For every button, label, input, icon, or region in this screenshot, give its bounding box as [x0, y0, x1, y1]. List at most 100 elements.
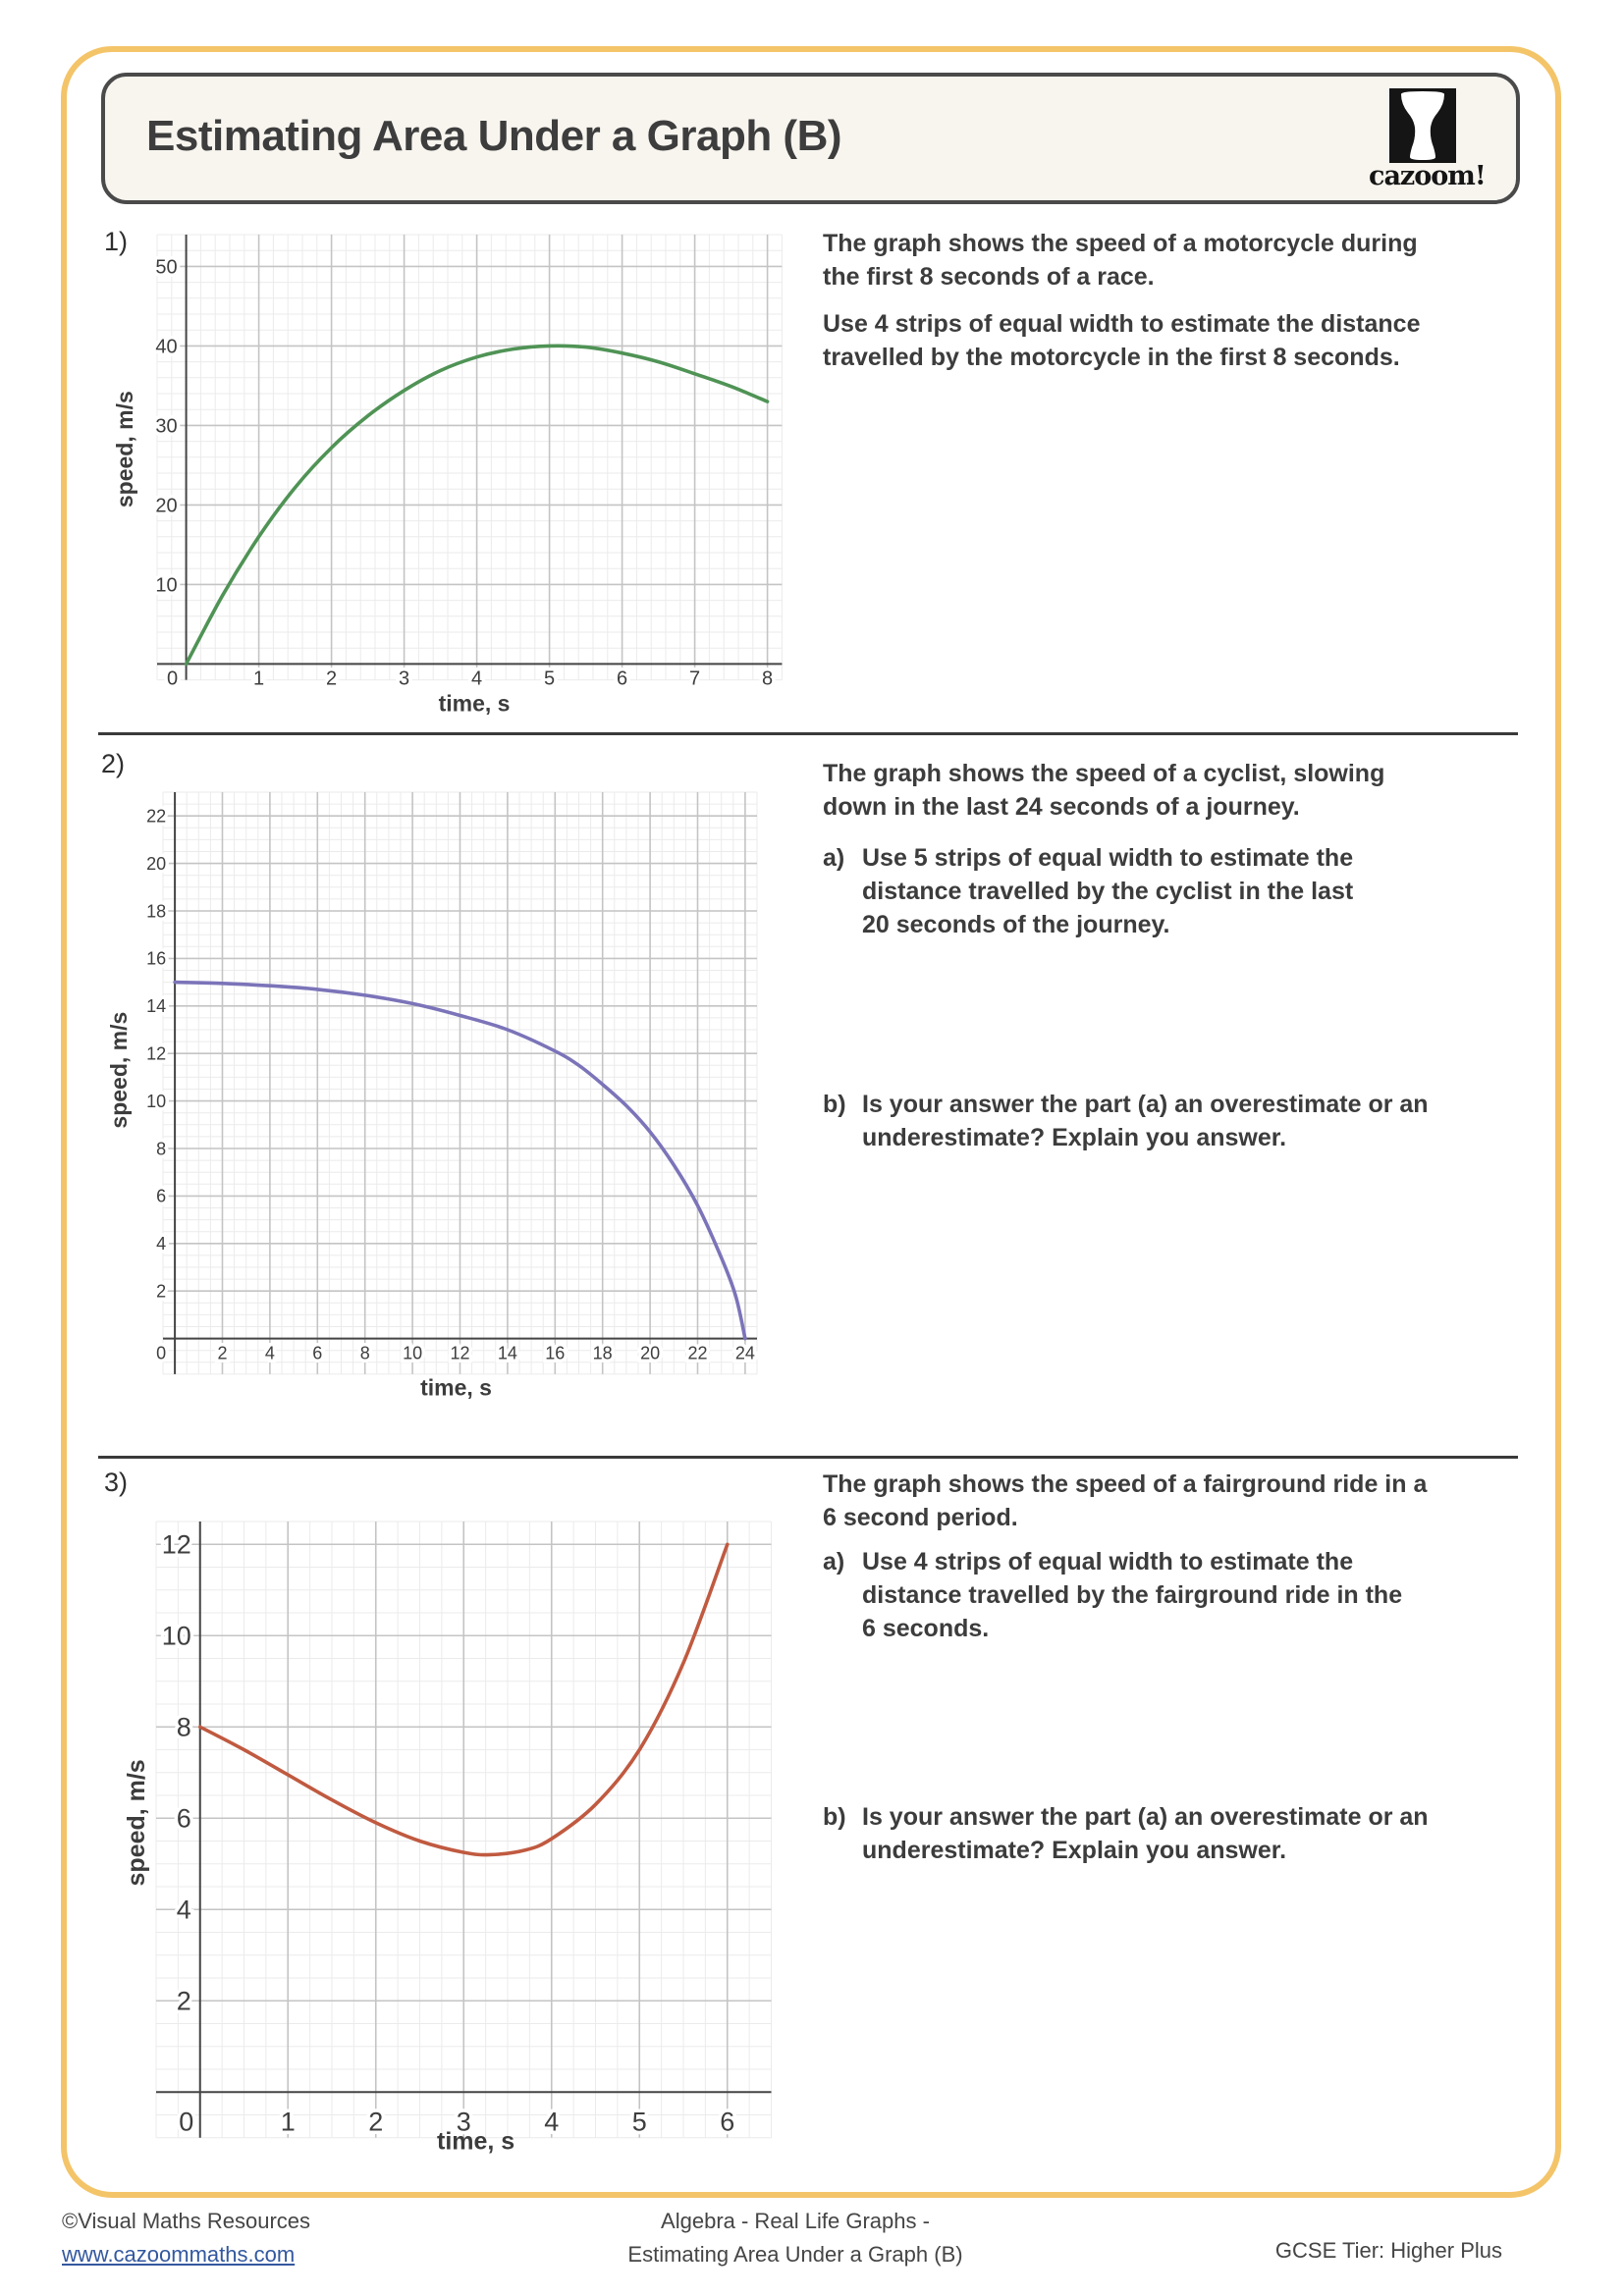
x-tick-label: 4	[471, 667, 482, 689]
grid	[162, 791, 758, 1375]
y-tick-label: 4	[177, 1896, 191, 1925]
question-2-intro: The graph shows the speed of a cyclist, …	[823, 760, 1385, 821]
x-tick-label: 1	[253, 667, 264, 689]
y-tick-label: 14	[146, 996, 166, 1016]
part-b-label: b)	[823, 1091, 846, 1118]
question-1-number: 1)	[104, 227, 129, 256]
x-tick-label: 16	[545, 1344, 565, 1363]
page-title: Estimating Area Under a Graph (B)	[146, 112, 842, 160]
x-tick-label: 8	[360, 1344, 370, 1363]
question-2-number: 2)	[101, 749, 126, 778]
website-link[interactable]: www.cazoommaths.com	[62, 2242, 296, 2267]
y-tick-label: 8	[156, 1139, 166, 1158]
x-tick-label: 6	[720, 2107, 734, 2136]
x-tick-label: 18	[593, 1344, 613, 1363]
y-tick-label: 6	[156, 1187, 166, 1206]
y-tick-label: 30	[155, 415, 177, 437]
y-tick-label: 2	[177, 1987, 191, 2016]
speed-curve	[173, 980, 747, 1341]
topic-line-2: Estimating Area Under a Graph (B)	[627, 2242, 963, 2267]
footer-copyright-block: ©Visual Maths Resources www.cazoommaths.…	[62, 2205, 310, 2271]
x-tick-label: 5	[632, 2107, 647, 2136]
y-axis-label: speed, m/s	[123, 1759, 150, 1886]
tier-label: GCSE Tier: Higher Plus	[1274, 2238, 1502, 2263]
y-tick-label: 8	[177, 1713, 191, 1742]
part-b-label: b)	[823, 1803, 846, 1831]
x-tick-label: 5	[544, 667, 555, 689]
x-tick-label: 14	[498, 1344, 517, 1363]
question-1-task-text: Use 4 strips of equal width to estimate …	[823, 310, 1421, 371]
copyright-text: ©Visual Maths Resources	[62, 2209, 311, 2233]
topic-line-1: Algebra - Real Life Graphs -	[661, 2209, 930, 2233]
part-a-label: a)	[823, 844, 845, 872]
part-a-text: Use 4 strips of equal width to estimate …	[862, 1548, 1403, 1642]
x-tick-label: 7	[689, 667, 700, 689]
x-tick-label: 10	[403, 1344, 422, 1363]
y-tick-label: 20	[146, 854, 166, 874]
x-tick-label: 3	[457, 2107, 471, 2136]
question-3-number: 3)	[104, 1468, 129, 1497]
x-tick-label: 4	[544, 2107, 559, 2136]
x-axis-label: time, s	[420, 1375, 492, 1401]
x-tick-label: 2	[217, 1344, 227, 1363]
x-tick-label: 1	[281, 2107, 296, 2136]
speed-time-chart-1: 0 1 2 3 4 5 6 7 8 10 20 30 40 50 time, s speed, m/s	[112, 234, 783, 716]
x-tick-label: 22	[687, 1344, 707, 1363]
x-tick-label: 2	[326, 667, 337, 689]
y-tick-label: 10	[146, 1092, 166, 1111]
grid	[155, 1521, 772, 2139]
part-b-text: Is your answer the part (a) an overestim…	[862, 1091, 1429, 1151]
y-tick-label: 10	[155, 574, 177, 596]
footer-topic-block: Algebra - Real Life Graphs - Estimating …	[496, 2205, 1095, 2271]
x-tick-label: 0	[179, 2107, 193, 2136]
y-tick-label: 10	[162, 1622, 191, 1651]
part-b-text: Is your answer the part (a) an overestim…	[862, 1803, 1429, 1864]
x-tick-label: 20	[640, 1344, 660, 1363]
page-border	[61, 46, 1561, 2198]
divider	[98, 1456, 1518, 1459]
drum-icon	[1389, 88, 1456, 163]
question-3-intro: The graph shows the speed of a fairgroun…	[823, 1470, 1428, 1531]
x-tick-label: 24	[735, 1344, 755, 1363]
x-axis-label: time, s	[437, 2127, 514, 2155]
y-tick-label: 20	[155, 495, 177, 516]
y-axis-label: speed, m/s	[112, 391, 137, 507]
x-tick-label: 12	[450, 1344, 469, 1363]
y-tick-label: 18	[146, 901, 166, 921]
cazoom-logo-text: cazoom!	[1369, 161, 1487, 191]
y-tick-label: 6	[177, 1804, 191, 1834]
y-tick-label: 22	[146, 807, 166, 827]
question-3-part-a: a) Use 4 strips of equal width to estima…	[823, 1545, 1525, 1645]
part-a-text: Use 5 strips of equal width to estimate …	[862, 844, 1354, 938]
y-tick-label: 16	[146, 949, 166, 969]
cazoom-logo: cazoom!	[1369, 88, 1487, 191]
y-tick-label: 12	[146, 1044, 166, 1064]
header: Estimating Area Under a Graph (B) cazoom…	[101, 73, 1520, 204]
x-axis-label: time, s	[439, 690, 511, 716]
question-2-part-b: b) Is your answer the part (a) an overes…	[823, 1088, 1525, 1154]
speed-curve	[184, 344, 770, 667]
divider	[98, 732, 1518, 735]
y-tick-label: 4	[156, 1234, 166, 1254]
speed-curve	[198, 1542, 730, 1857]
x-tick-label: 4	[265, 1344, 275, 1363]
x-tick-label: 8	[762, 667, 773, 689]
x-tick-label: 6	[312, 1344, 322, 1363]
x-tick-label: 2	[368, 2107, 383, 2136]
question-2-part-a: a) Use 5 strips of equal width to estima…	[823, 841, 1525, 941]
y-tick-label: 2	[156, 1282, 166, 1302]
y-tick-label: 12	[162, 1530, 191, 1560]
y-tick-label: 50	[155, 256, 177, 278]
x-tick-label: 0	[156, 1344, 166, 1363]
speed-time-chart-2: 0 2 4 6 8 10 12 14 16 18 20 22 24246810121416182022t…	[109, 791, 758, 1401]
x-tick-label: 0	[167, 667, 178, 689]
y-tick-label: 40	[155, 336, 177, 357]
part-a-label: a)	[823, 1548, 845, 1575]
question-1-task: Use 4 strips of equal width to estimate …	[823, 307, 1525, 374]
y-axis-label: speed, m/s	[109, 1012, 132, 1129]
x-tick-label: 3	[399, 667, 409, 689]
grid	[156, 234, 783, 681]
question-3-part-b: b) Is your answer the part (a) an overes…	[823, 1800, 1525, 1867]
